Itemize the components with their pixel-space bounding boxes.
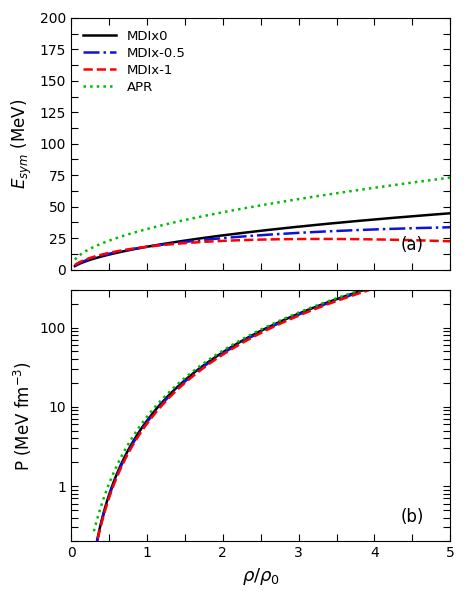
MDIx0 (245, 228, 250, 236)
Y-axis label: P (MeV fm$^{-3}$): P (MeV fm$^{-3}$) (12, 361, 34, 471)
MDIx0 (255, 228, 260, 235)
X-axis label: $\rho/\rho_0$: $\rho/\rho_0$ (242, 566, 280, 587)
MDIx0 (257, 328, 263, 335)
APR (184, 373, 190, 380)
MDIx0 (437, 211, 442, 218)
APR (119, 451, 125, 458)
APR (91, 528, 97, 535)
MDIx0 (72, 262, 78, 270)
MDIx-1 (91, 253, 97, 260)
MDIx-0.5 (447, 224, 453, 231)
MDIx-0.5 (92, 547, 98, 555)
Line: MDIx-0.5: MDIx-0.5 (95, 267, 450, 551)
APR (447, 174, 453, 181)
MDIx-1 (72, 261, 78, 268)
MDIx-1 (255, 236, 260, 243)
MDIx-0.5 (375, 283, 381, 290)
MDIx-0.5 (447, 263, 453, 270)
APR (72, 256, 78, 263)
Line: APR: APR (94, 265, 450, 531)
MDIx0 (210, 355, 216, 362)
MDIx-1 (375, 284, 381, 291)
APR (148, 408, 154, 415)
MDIx-0.5 (437, 224, 442, 231)
MDIx0 (364, 286, 369, 293)
MDIx0 (375, 282, 381, 289)
MDIx-1 (437, 237, 442, 245)
Legend: MDIx0, MDIx-0.5, MDIx-1, APR: MDIx0, MDIx-0.5, MDIx-1, APR (78, 24, 191, 99)
MDIx-1 (210, 357, 216, 364)
MDIx-0.5 (91, 254, 97, 261)
MDIx-1 (317, 236, 323, 243)
MDIx-0.5 (257, 328, 263, 336)
MDIx0 (334, 296, 340, 303)
Line: MDIx0: MDIx0 (75, 213, 450, 266)
APR (437, 176, 442, 183)
MDIx-1 (117, 466, 123, 474)
APR (200, 361, 205, 368)
APR (255, 202, 260, 209)
MDIx-0.5 (255, 232, 260, 239)
APR (91, 243, 97, 250)
MDIx0 (117, 463, 123, 470)
Text: (a): (a) (401, 236, 424, 255)
Line: MDIx-1: MDIx-1 (95, 268, 450, 552)
MDIx-1 (437, 237, 442, 245)
MDIx-0.5 (364, 286, 369, 293)
MDIx-0.5 (117, 465, 123, 472)
MDIx-0.5 (368, 226, 374, 233)
MDIx-1 (364, 287, 369, 295)
MDIx-0.5 (245, 233, 250, 240)
MDIx-1 (92, 548, 98, 555)
MDIx-0.5 (72, 262, 78, 269)
MDIx-1 (257, 330, 263, 337)
MDIx-0.5 (334, 296, 340, 303)
MDIx-1 (447, 238, 453, 245)
MDIx0 (368, 216, 374, 223)
APR (447, 262, 453, 269)
APR (245, 204, 250, 211)
APR (437, 176, 442, 183)
MDIx-0.5 (210, 356, 216, 363)
Line: APR: APR (75, 177, 450, 259)
MDIx0 (447, 262, 453, 270)
MDIx0 (437, 211, 442, 218)
Line: MDIx0: MDIx0 (95, 266, 450, 551)
Text: (b): (b) (401, 508, 424, 527)
MDIx-0.5 (437, 224, 442, 231)
MDIx0 (447, 209, 453, 217)
MDIx-1 (368, 236, 374, 243)
MDIx-1 (334, 298, 340, 305)
MDIx-1 (447, 264, 453, 271)
Line: MDIx-0.5: MDIx-0.5 (75, 227, 450, 265)
Y-axis label: $E_{sym}$ (MeV): $E_{sym}$ (MeV) (10, 99, 34, 189)
APR (108, 475, 114, 482)
MDIx-1 (245, 236, 250, 243)
MDIx0 (92, 547, 98, 555)
Line: MDIx-1: MDIx-1 (75, 239, 450, 265)
MDIx0 (91, 255, 97, 262)
APR (368, 184, 374, 192)
APR (175, 381, 181, 388)
